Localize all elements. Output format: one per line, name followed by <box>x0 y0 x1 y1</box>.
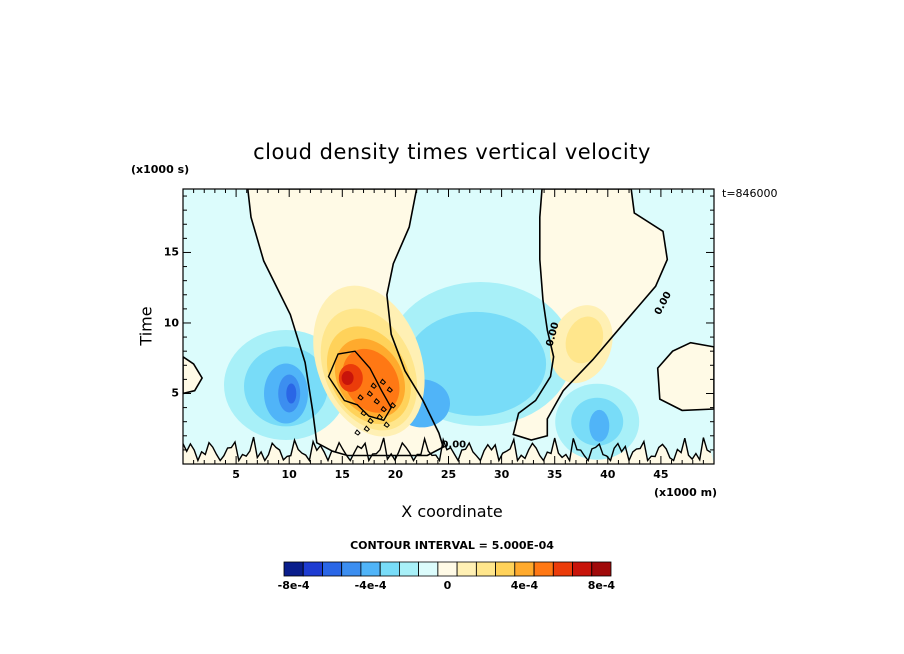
colorbar-swatch <box>514 561 535 577</box>
contour-squiggle-6 <box>360 409 367 417</box>
contour-squiggle-2 <box>380 405 387 413</box>
negative-anomaly-left-level-4 <box>286 383 297 404</box>
contour-squiggle-11 <box>389 402 397 409</box>
colorbar-swatch <box>379 561 400 577</box>
colorbar-swatch <box>495 561 516 577</box>
time-label: t=846000 <box>722 187 778 200</box>
contour-squiggle-10 <box>376 413 384 421</box>
positive-anomaly-right-level-1 <box>565 316 604 364</box>
x-tick-label: 5 <box>232 468 240 481</box>
contour-squiggle-12 <box>366 390 374 397</box>
x-tick-label: 40 <box>600 468 616 481</box>
x-tick-label: 10 <box>281 468 297 481</box>
colorbar-swatch <box>418 561 439 577</box>
contour-squiggle-9 <box>363 425 371 432</box>
y-tick-label: 10 <box>163 316 179 330</box>
colorbar-swatch <box>437 561 458 577</box>
colorbar-tick-label: 0 <box>443 579 452 592</box>
colorbar-swatch <box>283 561 304 577</box>
colorbar-swatch <box>475 561 496 577</box>
colorbar-swatch <box>341 561 362 577</box>
x-tick-label: 45 <box>653 468 669 481</box>
colorbar-tick-label: 4e-4 <box>510 579 539 592</box>
zero-contour-left-plume-line <box>246 189 445 457</box>
x-axis-label: X coordinate <box>401 502 503 521</box>
contour-squiggle-8 <box>386 386 394 393</box>
y-axis-label: Time <box>136 306 156 346</box>
x-axis-unit: (x1000 m) <box>654 486 718 499</box>
contour-line-max <box>327 350 393 422</box>
y-axis-unit: (x1000 s) <box>131 163 190 176</box>
zero-contour-right-edge-fill <box>657 342 714 411</box>
negative-anomaly-right-level-2 <box>589 409 610 442</box>
positive-anomaly-main-level-6 <box>341 371 354 385</box>
contour-squiggle-0 <box>354 429 361 436</box>
colorbar-tick-label: -8e-4 <box>277 579 310 592</box>
bottom-positive-strip <box>183 437 714 464</box>
x-tick-label: 25 <box>440 468 457 481</box>
x-tick-label: 35 <box>547 468 563 481</box>
x-tick-label: 20 <box>387 468 404 481</box>
contour-interval-label: CONTOUR INTERVAL = 5.000E-04 <box>350 539 554 552</box>
colorbar-swatch <box>456 561 477 577</box>
colorbar-swatch <box>572 561 593 577</box>
x-tick-label: 15 <box>334 468 350 481</box>
bottom-zero-contour-line <box>183 436 712 463</box>
plot-area: 0.000.000.00 <box>183 189 714 464</box>
zero-contour-left-edge-line <box>183 355 204 395</box>
contour-squiggle-1 <box>367 417 374 424</box>
colorbar-swatch <box>302 561 323 577</box>
colorbar-tick-label: -4e-4 <box>354 579 387 592</box>
y-tick-label: 15 <box>163 245 179 259</box>
colorbar-swatch <box>533 561 554 577</box>
y-tick-label: 5 <box>171 386 179 400</box>
contour-squiggle-5 <box>383 421 390 428</box>
colorbar-tick-label: 8e-4 <box>587 579 616 592</box>
colorbar-swatch <box>398 561 419 577</box>
zero-contour-left-edge-fill <box>183 356 203 394</box>
zero-contour-right-plume-line <box>512 189 669 441</box>
zero-contour-right-edge-line <box>656 341 714 412</box>
contour-squiggle-3 <box>357 394 364 401</box>
contour-squiggle-4 <box>370 382 377 389</box>
colorbar-swatch <box>591 561 612 577</box>
colorbar-swatch <box>360 561 381 577</box>
colorbar-swatch <box>552 561 573 577</box>
x-tick-label: 30 <box>493 468 510 481</box>
contour-squiggle-7 <box>373 398 381 405</box>
zero-contour-label-2: 0.00 <box>441 439 466 450</box>
colorbar-swatch <box>322 561 343 577</box>
contour-squiggle-13 <box>379 378 387 385</box>
chart-title: cloud density times vertical velocity <box>253 140 651 164</box>
